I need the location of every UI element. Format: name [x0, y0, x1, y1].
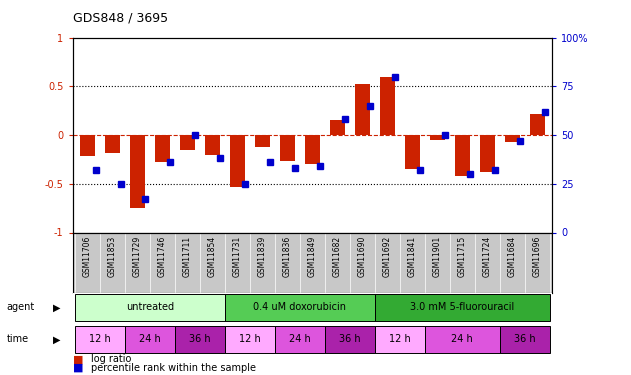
Text: 0.4 uM doxorubicin: 0.4 uM doxorubicin	[254, 302, 346, 312]
Bar	[380, 76, 395, 135]
Bar	[155, 135, 170, 162]
Bar	[505, 135, 520, 142]
Text: time: time	[6, 334, 28, 344]
Text: GSM11746: GSM11746	[158, 236, 167, 277]
Text: 12 h: 12 h	[239, 334, 261, 344]
Bar	[455, 135, 469, 176]
Text: GSM11684: GSM11684	[508, 236, 517, 277]
Bar	[430, 135, 445, 140]
Bar	[480, 135, 495, 172]
Text: 36 h: 36 h	[339, 334, 361, 344]
Text: ■: ■	[73, 354, 83, 364]
Text: ▶: ▶	[53, 334, 61, 344]
Text: GSM11690: GSM11690	[358, 236, 367, 277]
Text: GSM11711: GSM11711	[183, 236, 192, 277]
Bar	[529, 114, 545, 135]
Bar	[205, 135, 220, 154]
Text: percentile rank within the sample: percentile rank within the sample	[91, 363, 256, 373]
Bar	[355, 84, 370, 135]
Bar	[105, 135, 120, 153]
Text: 36 h: 36 h	[514, 334, 536, 344]
Text: agent: agent	[6, 303, 35, 312]
Text: log ratio: log ratio	[91, 354, 132, 364]
Bar	[230, 135, 245, 187]
Bar	[500, 326, 550, 353]
Text: GSM11682: GSM11682	[333, 236, 342, 277]
Bar	[280, 135, 295, 161]
Text: GSM11706: GSM11706	[83, 236, 92, 277]
Text: GSM11692: GSM11692	[383, 236, 392, 277]
Text: 24 h: 24 h	[451, 334, 473, 344]
Text: GSM11853: GSM11853	[108, 236, 117, 277]
Text: GSM11715: GSM11715	[457, 236, 467, 277]
Text: 24 h: 24 h	[139, 334, 161, 344]
Text: GSM11696: GSM11696	[533, 236, 541, 277]
Bar	[375, 326, 425, 353]
Text: untreated: untreated	[126, 302, 174, 312]
Bar	[325, 326, 375, 353]
Bar	[255, 135, 270, 147]
Text: 24 h: 24 h	[289, 334, 310, 344]
Text: GSM11854: GSM11854	[208, 236, 217, 277]
Text: GSM11849: GSM11849	[308, 236, 317, 277]
Text: GSM11841: GSM11841	[408, 236, 416, 277]
Text: GDS848 / 3695: GDS848 / 3695	[73, 11, 168, 24]
Bar	[130, 135, 145, 208]
Bar	[375, 294, 550, 321]
Bar	[125, 326, 175, 353]
Text: ■: ■	[73, 363, 83, 373]
Bar	[330, 120, 345, 135]
Text: ▶: ▶	[53, 303, 61, 312]
Text: GSM11901: GSM11901	[433, 236, 442, 277]
Bar	[175, 326, 225, 353]
Bar	[180, 135, 195, 150]
Text: GSM11839: GSM11839	[258, 236, 267, 277]
Bar	[225, 294, 375, 321]
Bar	[425, 326, 500, 353]
Bar	[80, 135, 95, 156]
Bar	[404, 135, 420, 169]
Bar	[75, 294, 225, 321]
Text: 12 h: 12 h	[89, 334, 111, 344]
Bar	[75, 326, 125, 353]
Text: 12 h: 12 h	[389, 334, 411, 344]
Text: GSM11724: GSM11724	[483, 236, 492, 277]
Bar	[225, 326, 275, 353]
Text: 3.0 mM 5-fluorouracil: 3.0 mM 5-fluorouracil	[410, 302, 514, 312]
Bar	[305, 135, 320, 164]
Text: GSM11731: GSM11731	[233, 236, 242, 277]
Bar	[275, 326, 325, 353]
Text: GSM11836: GSM11836	[283, 236, 292, 277]
Text: 36 h: 36 h	[189, 334, 211, 344]
Text: GSM11729: GSM11729	[133, 236, 142, 277]
